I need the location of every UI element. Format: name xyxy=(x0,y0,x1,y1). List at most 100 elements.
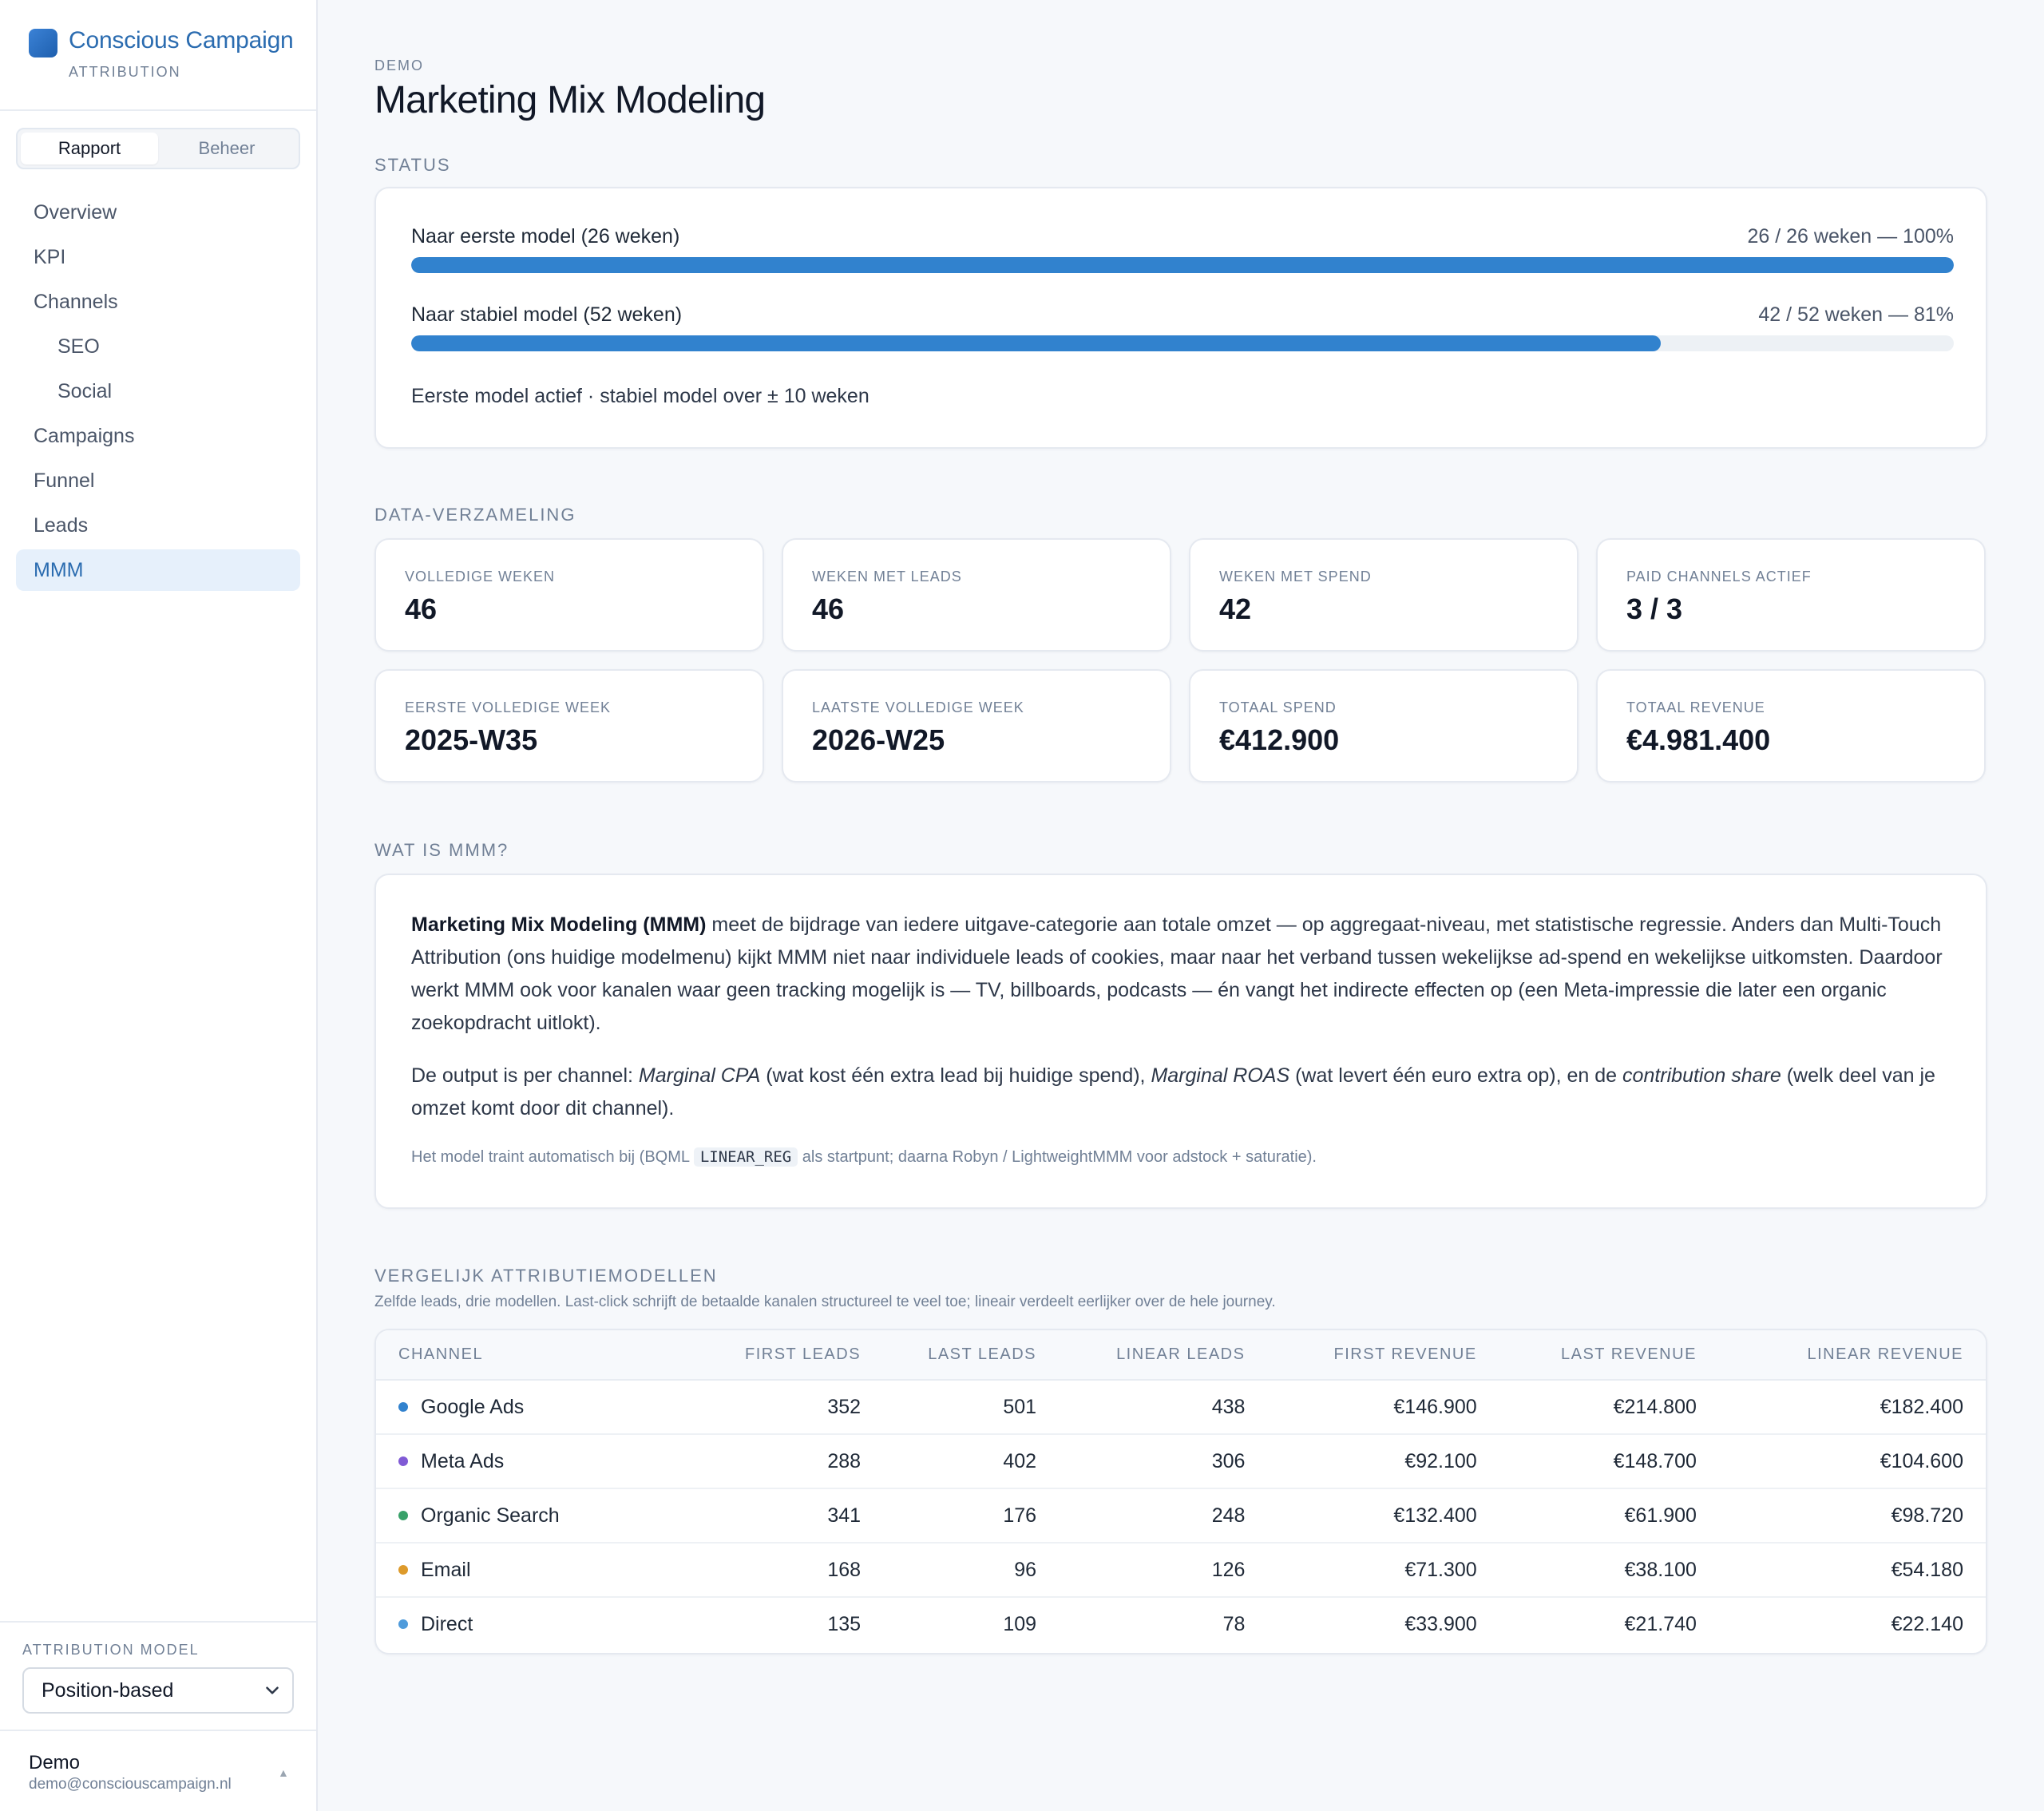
table-cell: 248 xyxy=(1036,1488,1246,1544)
explain-footnote: Het model traint automatisch bij (BQML L… xyxy=(411,1145,1954,1169)
sidebar-item-mmm[interactable]: MMM xyxy=(16,549,300,591)
attribution-model-section: ATTRIBUTION MODEL Position-based xyxy=(0,1621,316,1731)
metric-card: WEKEN MET LEADS 46 xyxy=(782,538,1171,652)
channel-color-dot xyxy=(398,1564,408,1575)
metric-value: 46 xyxy=(405,592,438,625)
table-row: Direct 135 109 78 €33.900 €21.740 €22.140 xyxy=(376,1597,1986,1651)
caret-up-icon: ▲ xyxy=(278,1766,289,1779)
column-header[interactable]: LAST LEADS xyxy=(861,1330,1037,1381)
progress-label: Naar stabiel model (52 weken) xyxy=(411,303,683,326)
table-row: Meta Ads 288 402 306 €92.100 €148.700 €104.600 xyxy=(376,1434,1986,1489)
table-cell: 126 xyxy=(1036,1543,1246,1598)
explain-term-italic: Marginal ROAS xyxy=(1151,1064,1290,1087)
table-header-row: CHANNEL FIRST LEADS LAST LEADS LINEAR LE… xyxy=(376,1330,1986,1381)
table-cell: €104.600 xyxy=(1696,1434,1986,1489)
explain-card: Marketing Mix Modeling (MMM) meet de bij… xyxy=(374,874,1987,1209)
metric-label: EERSTE VOLLEDIGE WEEK xyxy=(405,699,612,715)
column-header[interactable]: LAST REVENUE xyxy=(1476,1330,1697,1381)
metric-card: TOTAAL REVENUE €4.981.400 xyxy=(1596,669,1986,783)
table-cell: €92.100 xyxy=(1245,1434,1477,1489)
table-cell: 306 xyxy=(1036,1434,1246,1489)
sidebar-item-seo[interactable]: SEO xyxy=(57,335,100,358)
sidebar-item-funnel[interactable]: Funnel xyxy=(34,469,95,492)
progress-value: 42 / 52 weken — 81% xyxy=(1758,303,1954,326)
progress-value: 26 / 26 weken — 100% xyxy=(1747,225,1955,248)
table-cell: €146.900 xyxy=(1245,1380,1477,1435)
explain-section-label: WAT IS MMM? xyxy=(374,840,509,860)
explain-text-span: als startpunt; daarna Robyn / Lightweigh… xyxy=(798,1148,1317,1166)
channel-name: Meta Ads xyxy=(421,1449,505,1472)
brand-name: Conscious Campaign xyxy=(69,27,294,53)
page-eyebrow: DEMO xyxy=(374,57,424,73)
table-cell: €132.400 xyxy=(1245,1488,1477,1544)
sidebar-item-overview[interactable]: Overview xyxy=(34,200,117,224)
metric-label: TOTAAL REVENUE xyxy=(1626,699,1765,715)
tab-beheer[interactable]: Beheer xyxy=(198,138,256,158)
divider xyxy=(0,109,316,111)
column-header[interactable]: FIRST LEADS xyxy=(673,1330,862,1381)
table-cell: 109 xyxy=(1003,1613,1037,1635)
brand-subtitle: ATTRIBUTION xyxy=(69,64,181,80)
explain-term-italic: contribution share xyxy=(1622,1064,1781,1087)
sidebar-item-social[interactable]: Social xyxy=(57,379,113,402)
channel-color-dot xyxy=(398,1619,408,1629)
channel-cell: Organic Search xyxy=(376,1488,674,1544)
channel-color-dot xyxy=(398,1401,408,1412)
metric-card: VOLLEDIGE WEKEN 46 xyxy=(374,538,764,652)
brand-logo-icon xyxy=(29,29,57,57)
explain-text-span: (wat levert één euro extra op), en de xyxy=(1289,1064,1623,1087)
sidebar-item-leads[interactable]: Leads xyxy=(34,513,89,537)
table-cell: €214.800 xyxy=(1476,1380,1697,1435)
sidebar-item-campaigns[interactable]: Campaigns xyxy=(34,424,135,447)
progress-fill xyxy=(411,257,1954,273)
metric-card: TOTAAL SPEND €412.900 xyxy=(1189,669,1579,783)
table-cell: €71.300 xyxy=(1245,1543,1477,1598)
compare-table-card: CHANNEL FIRST LEADS LAST LEADS LINEAR LE… xyxy=(374,1329,1987,1654)
user-menu[interactable]: Demo demo@consciouscampaign.nl ▲ xyxy=(0,1730,316,1811)
explain-paragraph: Marketing Mix Modeling (MMM) meet de bij… xyxy=(411,909,1954,1040)
explain-text-span: meet de bijdrage van iedere uitgave-cate… xyxy=(411,913,1943,1034)
sidebar-nav: Overview KPI Channels SEO Social Campaig… xyxy=(16,192,300,594)
page-title: Marketing Mix Modeling xyxy=(374,79,766,121)
explain-text-span: (wat kost één extra lead bij huidige spe… xyxy=(760,1064,1151,1087)
channel-cell: Email xyxy=(376,1543,674,1598)
table-cell: €148.700 xyxy=(1476,1434,1697,1489)
metric-card: WEKEN MET SPEND 42 xyxy=(1189,538,1579,652)
column-header[interactable]: FIRST REVENUE xyxy=(1245,1330,1477,1381)
column-header[interactable]: LINEAR LEADS xyxy=(1036,1330,1246,1381)
table-cell: €33.900 xyxy=(1404,1613,1477,1635)
sidebar-item-kpi[interactable]: KPI xyxy=(34,245,66,268)
metric-value: €4.981.400 xyxy=(1626,723,1771,756)
channel-name: Google Ads xyxy=(421,1395,525,1418)
channel-name: Direct xyxy=(421,1613,473,1635)
metric-label: LAATSTE VOLLEDIGE WEEK xyxy=(812,699,1024,715)
compare-table: CHANNEL FIRST LEADS LAST LEADS LINEAR LE… xyxy=(376,1330,1986,1651)
sidebar-item-channels[interactable]: Channels xyxy=(34,290,118,313)
attribution-model-value: Position-based xyxy=(42,1678,174,1702)
user-email: demo@consciouscampaign.nl xyxy=(29,1776,232,1793)
column-header[interactable]: CHANNEL xyxy=(376,1330,674,1381)
user-name: Demo xyxy=(29,1752,81,1773)
table-cell: €98.720 xyxy=(1696,1488,1986,1544)
compare-section-label: VERGELIJK ATTRIBUTIEMODELLEN xyxy=(374,1266,718,1286)
view-toggle: Rapport Beheer xyxy=(16,128,300,169)
column-header[interactable]: LINEAR REVENUE xyxy=(1696,1330,1986,1381)
code-snippet: LINEAR_REG xyxy=(693,1147,798,1167)
data-collection-section-label: DATA-VERZAMELING xyxy=(374,505,576,525)
tab-rapport[interactable]: Rapport xyxy=(21,133,158,164)
table-cell: 288 xyxy=(673,1434,862,1489)
metric-value: 2026-W25 xyxy=(812,723,945,756)
table-cell: 96 xyxy=(861,1543,1037,1598)
table-cell: €54.180 xyxy=(1696,1543,1986,1598)
table-cell: €22.140 xyxy=(1891,1613,1963,1635)
table-cell: €61.900 xyxy=(1476,1488,1697,1544)
compare-subtitle: Zelfde leads, drie modellen. Last-click … xyxy=(374,1294,1276,1310)
table-cell: 352 xyxy=(673,1380,862,1435)
table-row: Google Ads 352 501 438 €146.900 €214.800 €182.… xyxy=(376,1380,1986,1435)
channel-color-dot xyxy=(398,1510,408,1520)
progress-fill xyxy=(411,335,1661,351)
table-cell: 438 xyxy=(1036,1380,1246,1435)
metric-card: EERSTE VOLLEDIGE WEEK 2025-W35 xyxy=(374,669,764,783)
attribution-model-select[interactable]: Position-based xyxy=(22,1667,294,1714)
channel-name: Email xyxy=(421,1558,471,1581)
